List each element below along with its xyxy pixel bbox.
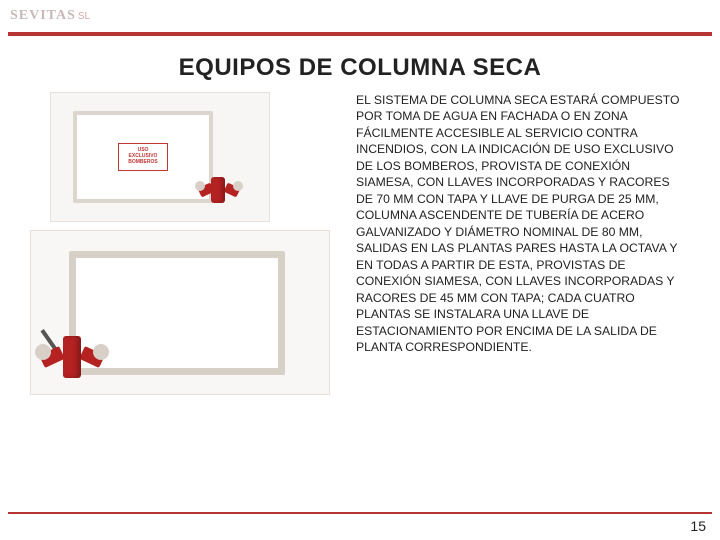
page-title: EQUIPOS DE COLUMNA SECA [0,54,720,82]
bottom-divider [8,512,712,514]
content-row: USO EXCLUSIVO BOMBEROS [0,92,720,395]
top-divider [8,32,712,36]
product-image-1: USO EXCLUSIVO BOMBEROS [50,92,270,222]
body-paragraph: EL SISTEMA DE COLUMNA SECA ESTARÁ COMPUE… [356,92,684,356]
images-column: USO EXCLUSIVO BOMBEROS [30,92,340,395]
header: SEVITASSL [0,0,720,28]
logo-main: SEVITAS [10,8,76,23]
label-line-3: BOMBEROS [119,159,167,165]
panel-frame-1: USO EXCLUSIVO BOMBEROS [73,111,213,203]
page-number: 15 [690,518,706,534]
uso-exclusivo-label: USO EXCLUSIVO BOMBEROS [118,143,168,171]
description-text: EL SISTEMA DE COLUMNA SECA ESTARÁ COMPUE… [350,92,700,395]
siamese-valve-icon-2 [37,322,107,392]
siamese-valve-icon-1 [197,171,241,215]
product-image-2 [30,230,330,395]
logo-suffix: SL [78,11,90,22]
